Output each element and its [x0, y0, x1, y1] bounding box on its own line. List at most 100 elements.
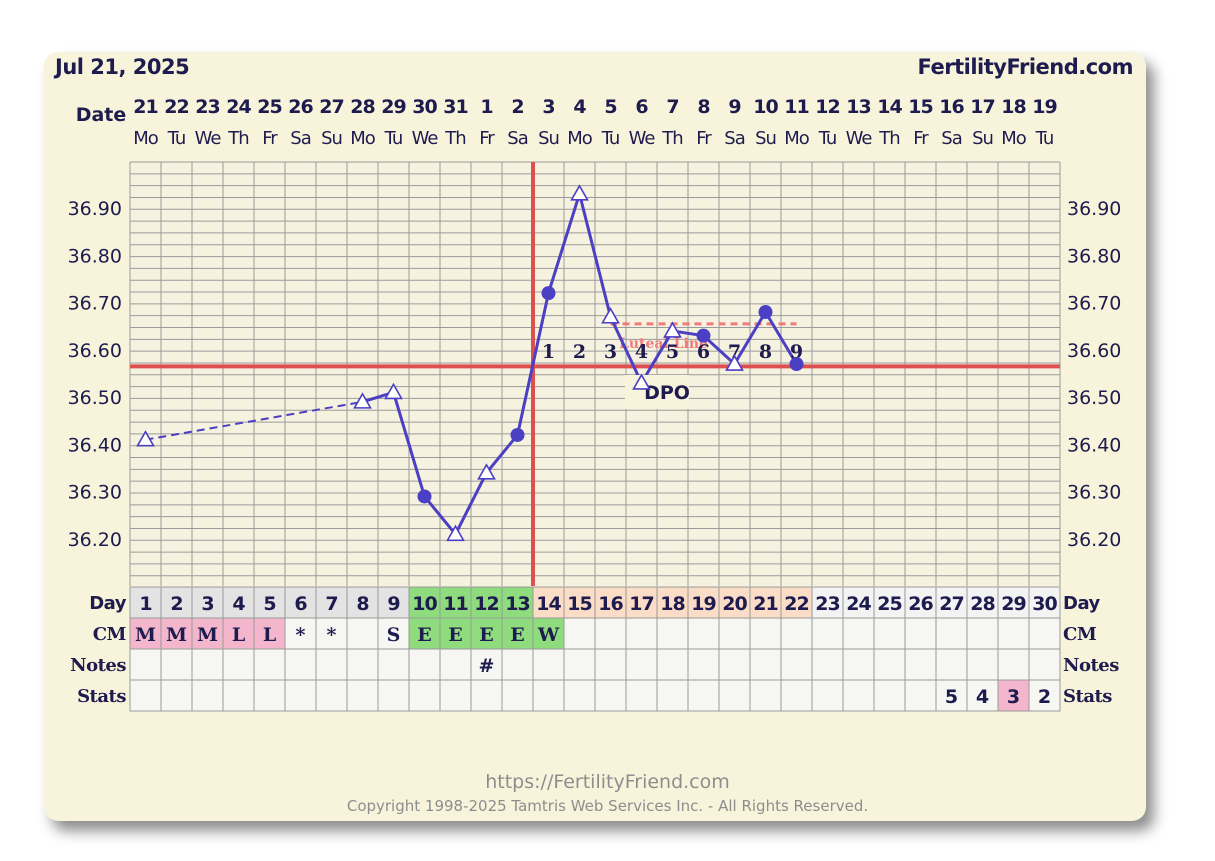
day-cell — [687, 586, 720, 619]
row-cell — [842, 617, 875, 650]
temp-line-segment — [454, 472, 488, 535]
temp-point-circle — [789, 357, 804, 372]
row-cell — [222, 648, 255, 681]
temp-line-segment — [392, 391, 426, 497]
row-cell — [594, 617, 627, 650]
weekday-label: Fr — [479, 128, 495, 149]
dpo-number: 1 — [542, 341, 555, 363]
day-number: 10 — [412, 593, 437, 615]
temp-point-triangle — [446, 524, 465, 542]
y-tick-label-left: 36.30 — [68, 482, 122, 504]
temp-point-triangle — [570, 184, 589, 201]
row-cell — [1028, 648, 1061, 681]
temp-line-dashed-segment — [145, 400, 363, 441]
row-cell — [625, 679, 658, 712]
day-row-label-left: Day — [89, 593, 127, 614]
date-label: 9 — [728, 96, 740, 118]
weekday-label: Sa — [724, 128, 744, 149]
day-number: 5 — [263, 593, 275, 615]
weekday-label: Su — [755, 128, 776, 149]
row-cell — [811, 617, 844, 650]
dpo-label-box — [625, 375, 689, 409]
row-cell — [718, 648, 751, 681]
date-label: 3 — [542, 96, 554, 118]
day-number: 30 — [1032, 593, 1057, 615]
weekday-label: Fr — [913, 128, 929, 149]
date-label: 10 — [753, 96, 778, 118]
cm-cell-pink — [253, 617, 286, 650]
temp-point-triangle — [725, 354, 744, 371]
weekday-label: We — [846, 128, 873, 149]
cm-value: * — [296, 624, 306, 646]
row-cell — [935, 679, 968, 712]
day-cell — [873, 586, 906, 619]
weekday-label: Sa — [941, 128, 961, 149]
row-cell — [1028, 617, 1061, 650]
row-cell — [594, 648, 627, 681]
row-cell — [160, 679, 193, 712]
temp-point-triangle — [477, 463, 496, 480]
weekday-label: Th — [227, 128, 248, 149]
day-cell — [191, 586, 224, 619]
cm-value: M — [166, 624, 187, 646]
stats-value: 4 — [976, 686, 989, 708]
row-cell — [408, 648, 441, 681]
row-cell — [284, 679, 317, 712]
cm-cell-pink — [160, 617, 193, 650]
row-cell — [687, 648, 720, 681]
weekday-label: Mo — [567, 128, 593, 149]
row-cell — [873, 679, 906, 712]
stats-row-label-left: Stats — [77, 686, 126, 707]
y-tick-label-left: 36.70 — [68, 293, 122, 315]
notes-row-label-right: Notes — [1063, 655, 1119, 676]
date-label: 16 — [939, 96, 964, 118]
day-cell — [966, 586, 999, 619]
day-cell — [129, 586, 162, 619]
day-row-label-right: Day — [1063, 593, 1101, 614]
temp-line-segment — [764, 311, 798, 365]
weekday-label: Fr — [696, 128, 712, 149]
weekday-label: We — [412, 128, 439, 149]
footer-url[interactable]: https://FertilityFriend.com — [485, 771, 730, 793]
weekday-label: Tu — [167, 128, 186, 149]
row-cell — [780, 679, 813, 712]
row-cell — [873, 617, 906, 650]
day-number: 6 — [294, 593, 307, 615]
dpo-label: DPO — [644, 382, 690, 404]
date-label: 19 — [1032, 96, 1056, 118]
date-label: 26 — [288, 96, 313, 118]
row-cell — [966, 617, 999, 650]
note-marker: # — [479, 655, 495, 677]
weekday-label: We — [195, 128, 222, 149]
y-tick-label-left: 36.60 — [68, 340, 122, 362]
cm-cell-green — [501, 617, 534, 650]
weekday-label: Tu — [1035, 128, 1054, 149]
row-cell — [873, 648, 906, 681]
temp-point-triangle — [663, 321, 682, 338]
date-row-label: Date — [76, 104, 127, 126]
day-cell — [346, 586, 379, 619]
day-number: 25 — [877, 593, 901, 615]
weekday-label: Tu — [384, 128, 403, 149]
day-cell — [749, 586, 782, 619]
temp-point-circle — [758, 305, 773, 320]
row-cell — [780, 617, 813, 650]
day-number: 26 — [908, 593, 933, 615]
site-name[interactable]: FertilityFriend.com — [917, 55, 1134, 79]
y-tick-label-right: 36.30 — [1067, 482, 1121, 504]
stats-value: 3 — [1007, 686, 1020, 708]
row-cell — [811, 679, 844, 712]
weekday-label: We — [629, 128, 656, 149]
day-cell — [253, 586, 286, 619]
row-cell — [935, 648, 968, 681]
row-cell — [346, 648, 379, 681]
weekday-label: Tu — [818, 128, 837, 149]
day-cell — [377, 586, 410, 619]
y-tick-label-right: 36.90 — [1067, 198, 1121, 220]
stats-cell-pink — [997, 679, 1030, 712]
cm-cell-pink — [222, 617, 255, 650]
row-cell — [687, 679, 720, 712]
row-cell — [842, 648, 875, 681]
day-number: 29 — [1001, 593, 1025, 615]
day-cell — [439, 586, 472, 619]
